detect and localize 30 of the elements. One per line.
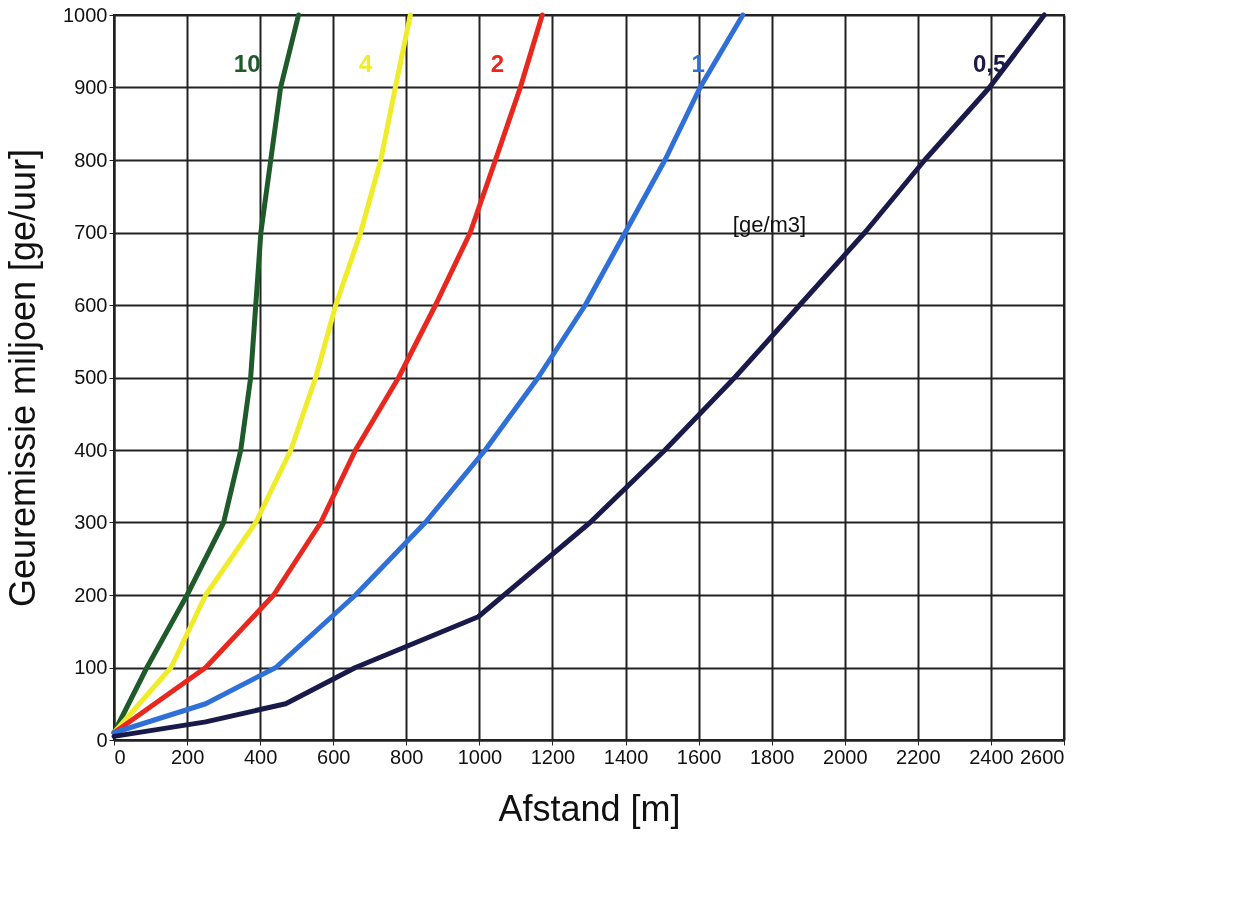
y-tick-label: 400	[74, 438, 108, 461]
x-tick-label: 400	[243, 745, 278, 768]
x-tick-label: 2400	[969, 745, 1014, 768]
series-label: 10	[233, 50, 261, 77]
y-tick-label: 700	[74, 221, 108, 243]
series-label: 2	[490, 50, 505, 77]
y-tick-label: 100	[74, 656, 108, 678]
series-label: 4	[358, 50, 373, 77]
x-tick-label: 1000	[457, 745, 503, 768]
x-tick-label: 1800	[749, 745, 795, 768]
x-tick-label: 2600	[1020, 745, 1065, 768]
x-tick-label: 1400	[603, 745, 649, 768]
y-tick-label: 500	[74, 366, 108, 388]
x-tick-label: 600	[317, 745, 351, 768]
x-tick-label: 1600	[676, 745, 722, 768]
x-tick-label: 1200	[530, 745, 576, 768]
y-tick-label: 600	[74, 293, 108, 316]
y-tick-label: 200	[74, 583, 108, 606]
y-tick-label: 300	[74, 511, 108, 533]
x-tick-label: 200	[170, 745, 205, 768]
y-tick-label: 900	[74, 76, 108, 98]
x-axis-title: Afstand [m]	[498, 787, 681, 829]
y-axis-title: Geuremissie miljoen [ge/uur]	[2, 148, 44, 608]
x-tick-label: 0	[114, 745, 126, 768]
y-tick-label: 800	[74, 148, 108, 171]
x-tick-label: 800	[390, 745, 424, 768]
x-tick-label: 2000	[823, 745, 868, 768]
x-tick-label: 2200	[896, 745, 941, 768]
y-tick-label: 0	[96, 728, 108, 751]
y-tick-label: 1000	[63, 3, 108, 26]
